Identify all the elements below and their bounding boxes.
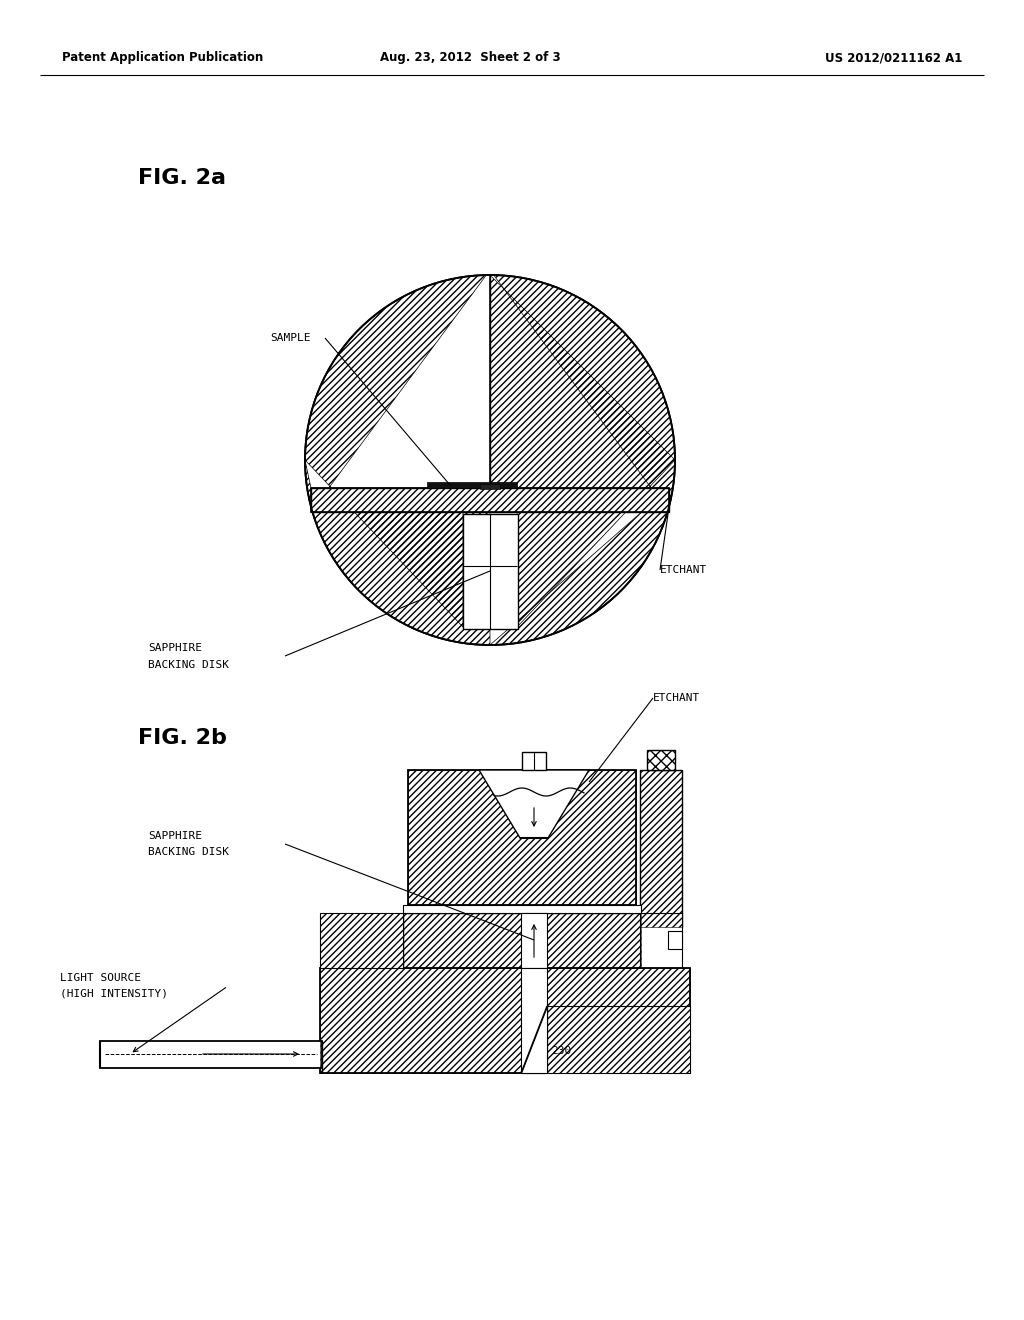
Polygon shape: [521, 1006, 547, 1073]
Text: SAPPHIRE: SAPPHIRE: [148, 643, 202, 653]
Bar: [668, 931, 682, 949]
Text: FIG. 2a: FIG. 2a: [138, 168, 226, 187]
Polygon shape: [408, 770, 636, 906]
Bar: [522, 752, 546, 770]
Bar: [319, 913, 403, 968]
Polygon shape: [494, 275, 675, 627]
Text: LIGHT SOURCE: LIGHT SOURCE: [60, 973, 141, 983]
Text: BACKING DISK: BACKING DISK: [148, 847, 229, 857]
Bar: [100, 1041, 322, 1068]
Text: ETCHANT: ETCHANT: [660, 565, 708, 576]
Text: BACKING DISK: BACKING DISK: [148, 660, 229, 671]
Bar: [647, 750, 675, 770]
Polygon shape: [305, 275, 490, 645]
Text: Aug. 23, 2012  Sheet 2 of 3: Aug. 23, 2012 Sheet 2 of 3: [380, 51, 560, 65]
Text: FIG. 2b: FIG. 2b: [138, 729, 227, 748]
Bar: [521, 968, 547, 1073]
Polygon shape: [311, 488, 669, 512]
Text: US 2012/0211162 A1: US 2012/0211162 A1: [824, 51, 962, 65]
Text: ETCHANT: ETCHANT: [653, 693, 700, 704]
Polygon shape: [305, 275, 486, 627]
Bar: [647, 750, 675, 770]
Text: 230: 230: [551, 1045, 571, 1056]
Text: SAPPHIRE: SAPPHIRE: [148, 832, 202, 841]
Text: Patent Application Publication: Patent Application Publication: [62, 51, 263, 65]
Text: SAMPLE: SAMPLE: [270, 333, 310, 343]
Bar: [640, 913, 682, 968]
Polygon shape: [640, 770, 682, 927]
Polygon shape: [403, 913, 641, 968]
Bar: [319, 913, 403, 968]
Polygon shape: [479, 770, 589, 838]
Bar: [463, 513, 518, 630]
Bar: [427, 482, 517, 488]
Bar: [547, 1006, 690, 1073]
Bar: [480, 484, 500, 488]
Polygon shape: [490, 275, 675, 645]
Bar: [521, 913, 547, 968]
Bar: [403, 906, 641, 913]
Text: (HIGH INTENSITY): (HIGH INTENSITY): [60, 989, 168, 999]
Bar: [547, 1006, 690, 1073]
Polygon shape: [319, 968, 690, 1073]
